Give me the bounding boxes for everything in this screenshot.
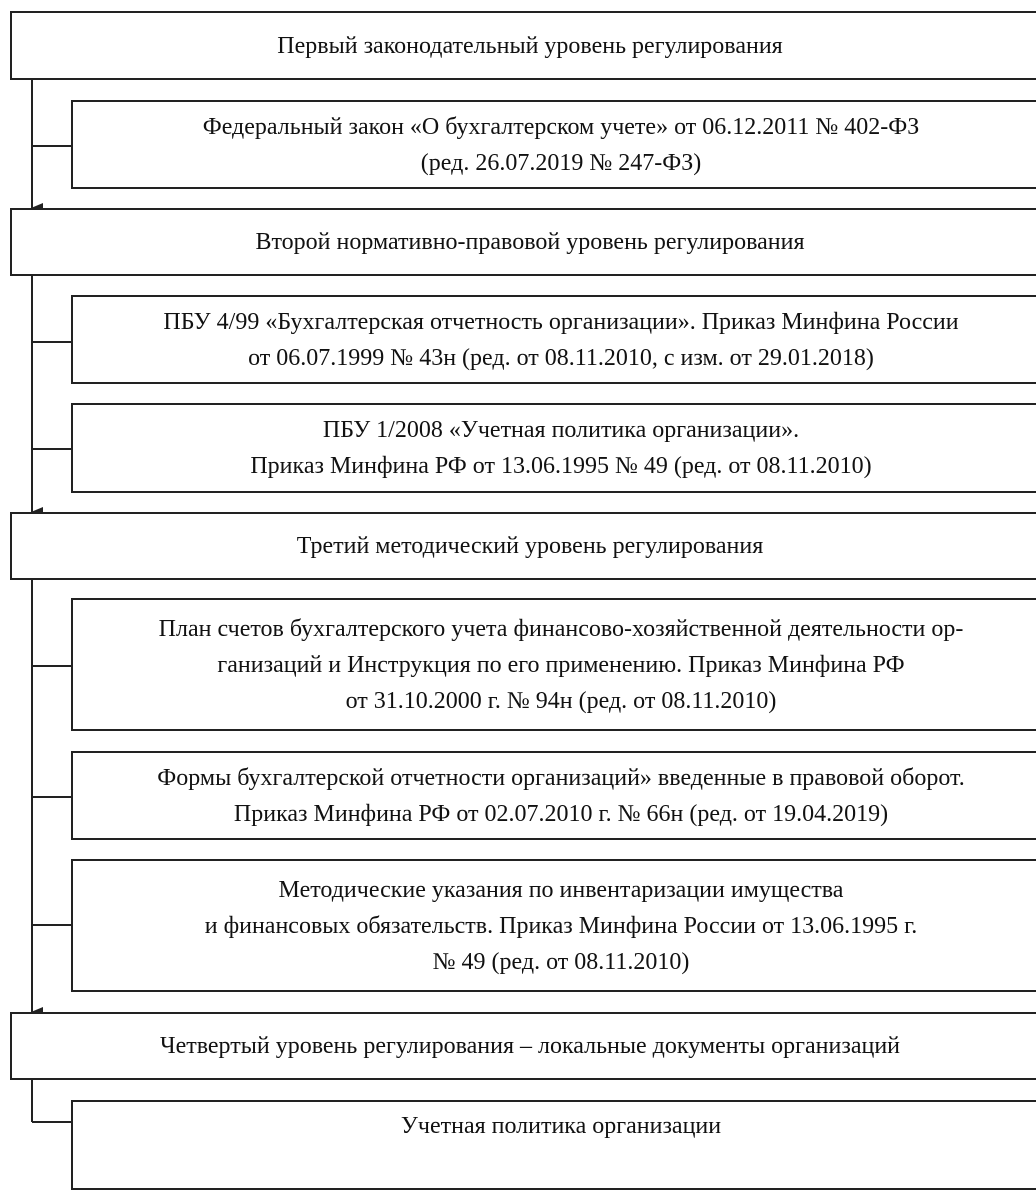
document-line: ПБУ 4/99 «Бухгалтерская отчетность орган… bbox=[163, 308, 959, 335]
document-box-reporting-forms: Формы бухгалтерской отчетности организац… bbox=[71, 751, 1036, 840]
document-line: (ред. 26.07.2019 № 247-ФЗ) bbox=[420, 149, 702, 176]
level-3-box: Третий методический уровень регулировани… bbox=[10, 512, 1036, 580]
level-1-title: Первый законодательный уровень регулиров… bbox=[277, 32, 783, 59]
connector-lines bbox=[31, 79, 71, 1123]
document-line: План счетов бухгалтерского учета финансо… bbox=[158, 615, 964, 642]
level-2-title: Второй нормативно-правовой уровень регул… bbox=[255, 229, 805, 255]
document-box-accounting-policy: Учетная политика организации bbox=[71, 1100, 1036, 1190]
document-line: от 06.07.1999 № 43н (ред. от 08.11.2010,… bbox=[248, 344, 874, 371]
document-line: Федеральный закон «О бухгалтерском учете… bbox=[202, 113, 920, 140]
document-box-pbu-1-2008: ПБУ 1/2008 «Учетная политика организации… bbox=[71, 403, 1036, 493]
document-line: Формы бухгалтерской отчетности организац… bbox=[157, 764, 965, 791]
document-line: ганизаций и Инструкция по его применению… bbox=[217, 651, 905, 678]
level-4-title: Четвертый уровень регулирования – локаль… bbox=[159, 1033, 901, 1059]
document-box-federal-law: Федеральный закон «О бухгалтерском учете… bbox=[71, 100, 1036, 189]
document-line: Приказ Минфина РФ от 02.07.2010 г. № 66н… bbox=[233, 800, 889, 827]
level-3-title: Третий методический уровень регулировани… bbox=[296, 533, 764, 559]
level-1-box: Первый законодательный уровень регулиров… bbox=[10, 11, 1036, 80]
document-box-inventory-guidelines: Методические указания по инвентаризации … bbox=[71, 859, 1036, 992]
level-2-box: Второй нормативно-правовой уровень регул… bbox=[10, 208, 1036, 276]
document-line: Методические указания по инвентаризации … bbox=[278, 876, 844, 903]
document-line: Учетная политика организации bbox=[400, 1113, 722, 1139]
document-line: и финансовых обязательств. Приказ Минфин… bbox=[204, 912, 918, 939]
document-box-chart-of-accounts: План счетов бухгалтерского учета финансо… bbox=[71, 598, 1036, 731]
level-4-box: Четвертый уровень регулирования – локаль… bbox=[10, 1012, 1036, 1080]
document-line: Приказ Минфина РФ от 13.06.1995 № 49 (ре… bbox=[250, 453, 872, 479]
document-line: от 31.10.2000 г. № 94н (ред. от 08.11.20… bbox=[345, 687, 777, 714]
document-line: № 49 (ред. от 08.11.2010) bbox=[432, 948, 690, 975]
document-line: ПБУ 1/2008 «Учетная политика организации… bbox=[322, 417, 800, 443]
document-box-pbu-4-99: ПБУ 4/99 «Бухгалтерская отчетность орган… bbox=[71, 295, 1036, 384]
